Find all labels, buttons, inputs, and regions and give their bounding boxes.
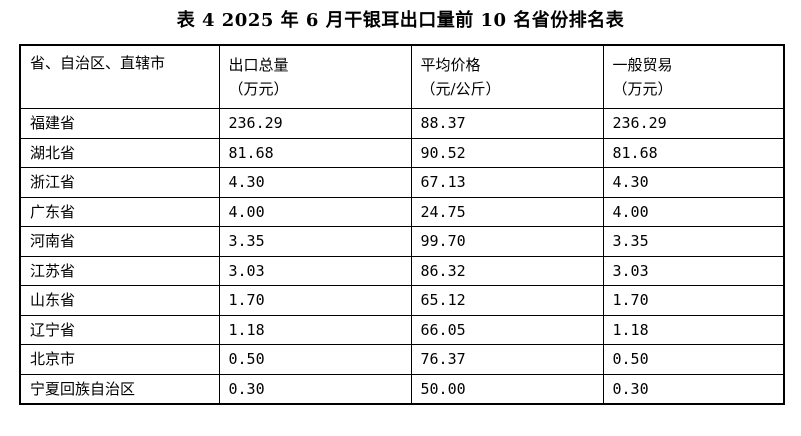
header-row: 省、自治区、直辖市 出口总量 （万元） 平均价格 （元/公斤） 一般贸易 （万元…: [19, 44, 785, 109]
table-row: 北京市 0.50 76.37 0.50: [19, 344, 785, 375]
general-trade-cell: 0.50: [602, 344, 785, 375]
average-price-cell: 99.70: [410, 226, 604, 257]
table-title: 表 4 2025 年 6 月干银耳出口量前 10 名省份排名表: [176, 10, 625, 31]
table-row: 辽宁省 1.18 66.05 1.18: [19, 314, 785, 345]
export-total-cell: 236.29: [218, 108, 412, 139]
province-cell: 福建省: [19, 108, 220, 139]
table-row: 山东省 1.70 65.12 1.70: [19, 285, 785, 316]
province-cell: 宁夏回族自治区: [19, 373, 220, 405]
export-total-cell: 0.30: [218, 373, 412, 405]
province-cell: 浙江省: [19, 167, 220, 198]
average-price-cell: 90.52: [410, 137, 604, 168]
average-price-cell: 24.75: [410, 196, 604, 227]
average-price-cell: 67.13: [410, 167, 604, 198]
export-total-cell: 3.03: [218, 255, 412, 286]
table-row: 河南省 3.35 99.70 3.35: [19, 226, 785, 257]
table-row: 湖北省 81.68 90.52 81.68: [19, 137, 785, 168]
export-total-cell: 1.70: [218, 285, 412, 316]
table-row: 广东省 4.00 24.75 4.00: [19, 196, 785, 227]
export-total-cell: 0.50: [218, 344, 412, 375]
general-trade-cell: 4.30: [602, 167, 785, 198]
general-trade-cell: 3.35: [602, 226, 785, 257]
general-trade-cell: 1.18: [602, 314, 785, 345]
general-trade-cell: 81.68: [602, 137, 785, 168]
table-row: 宁夏回族自治区 0.30 50.00 0.30: [19, 373, 785, 405]
province-cell: 北京市: [19, 344, 220, 375]
general-trade-cell: 3.03: [602, 255, 785, 286]
export-total-cell: 4.00: [218, 196, 412, 227]
export-total-cell: 81.68: [218, 137, 412, 168]
table-row: 浙江省 4.30 67.13 4.30: [19, 167, 785, 198]
average-price-cell: 88.37: [410, 108, 604, 139]
general-trade-cell: 236.29: [602, 108, 785, 139]
province-cell: 河南省: [19, 226, 220, 257]
average-price-cell: 50.00: [410, 373, 604, 405]
average-price-cell: 86.32: [410, 255, 604, 286]
export-total-cell: 4.30: [218, 167, 412, 198]
header-general-trade: 一般贸易 （万元）: [602, 44, 785, 109]
average-price-cell: 65.12: [410, 285, 604, 316]
table-row: 江苏省 3.03 86.32 3.03: [19, 255, 785, 286]
general-trade-cell: 4.00: [602, 196, 785, 227]
province-cell: 湖北省: [19, 137, 220, 168]
header-province: 省、自治区、直辖市: [19, 44, 220, 109]
table-row: 福建省 236.29 88.37 236.29: [19, 108, 785, 139]
general-trade-cell: 1.70: [602, 285, 785, 316]
general-trade-cell: 0.30: [602, 373, 785, 405]
province-cell: 辽宁省: [19, 314, 220, 345]
province-cell: 山东省: [19, 285, 220, 316]
average-price-cell: 66.05: [410, 314, 604, 345]
header-average-price: 平均价格 （元/公斤）: [410, 44, 604, 109]
export-total-cell: 1.18: [218, 314, 412, 345]
province-cell: 江苏省: [19, 255, 220, 286]
average-price-cell: 76.37: [410, 344, 604, 375]
export-ranking-table: 省、自治区、直辖市 出口总量 （万元） 平均价格 （元/公斤） 一般贸易 （万元…: [19, 44, 785, 405]
export-total-cell: 3.35: [218, 226, 412, 257]
header-export-total: 出口总量 （万元）: [218, 44, 412, 109]
province-cell: 广东省: [19, 196, 220, 227]
